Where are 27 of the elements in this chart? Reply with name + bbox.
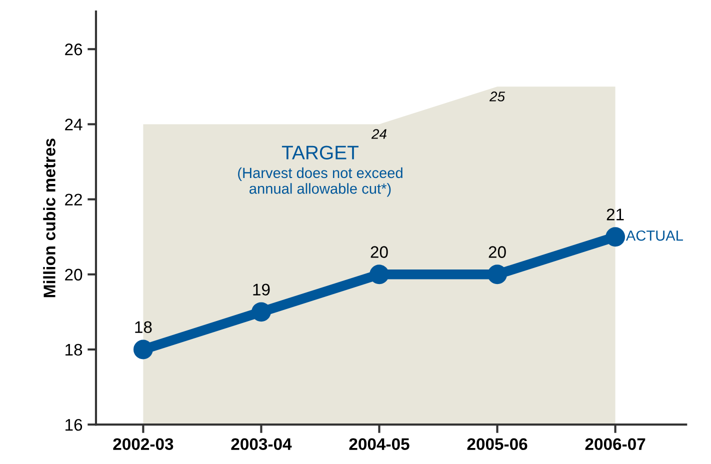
annotation: (Harvest does not exceed annual allowable cut*) <box>238 167 402 197</box>
x-tick-label: 2005-06 <box>467 438 528 450</box>
point <box>370 264 389 284</box>
point <box>133 340 153 360</box>
series-label: TARGET <box>282 146 359 160</box>
x-tick-label: 2002-03 <box>113 438 174 450</box>
data-label: 18 <box>135 321 152 334</box>
point <box>488 264 507 284</box>
y-tick-label: 18 <box>66 344 82 356</box>
x-tick-label: 2006-07 <box>585 438 646 450</box>
point <box>606 227 626 247</box>
data-label: 20 <box>488 246 506 258</box>
y-tick-label: 22 <box>65 194 82 206</box>
data-label: 21 <box>606 208 624 220</box>
data-label: 19 <box>253 284 270 296</box>
point <box>252 302 271 322</box>
x-tick-label: 2004-05 <box>349 438 410 450</box>
y-tick-label: 24 <box>65 118 82 130</box>
y-axis-title: Million cubic metres <box>43 138 56 298</box>
data-label: 20 <box>370 246 388 258</box>
y-tick-label: 16 <box>66 418 82 431</box>
x-tick-label: 2003-04 <box>231 438 292 450</box>
series-label: ACTUAL <box>626 230 683 241</box>
data-label: 25 <box>489 92 506 102</box>
y-tick-label: 26 <box>65 44 82 56</box>
y-tick-label: 20 <box>65 268 82 281</box>
data-label: 24 <box>371 129 386 139</box>
